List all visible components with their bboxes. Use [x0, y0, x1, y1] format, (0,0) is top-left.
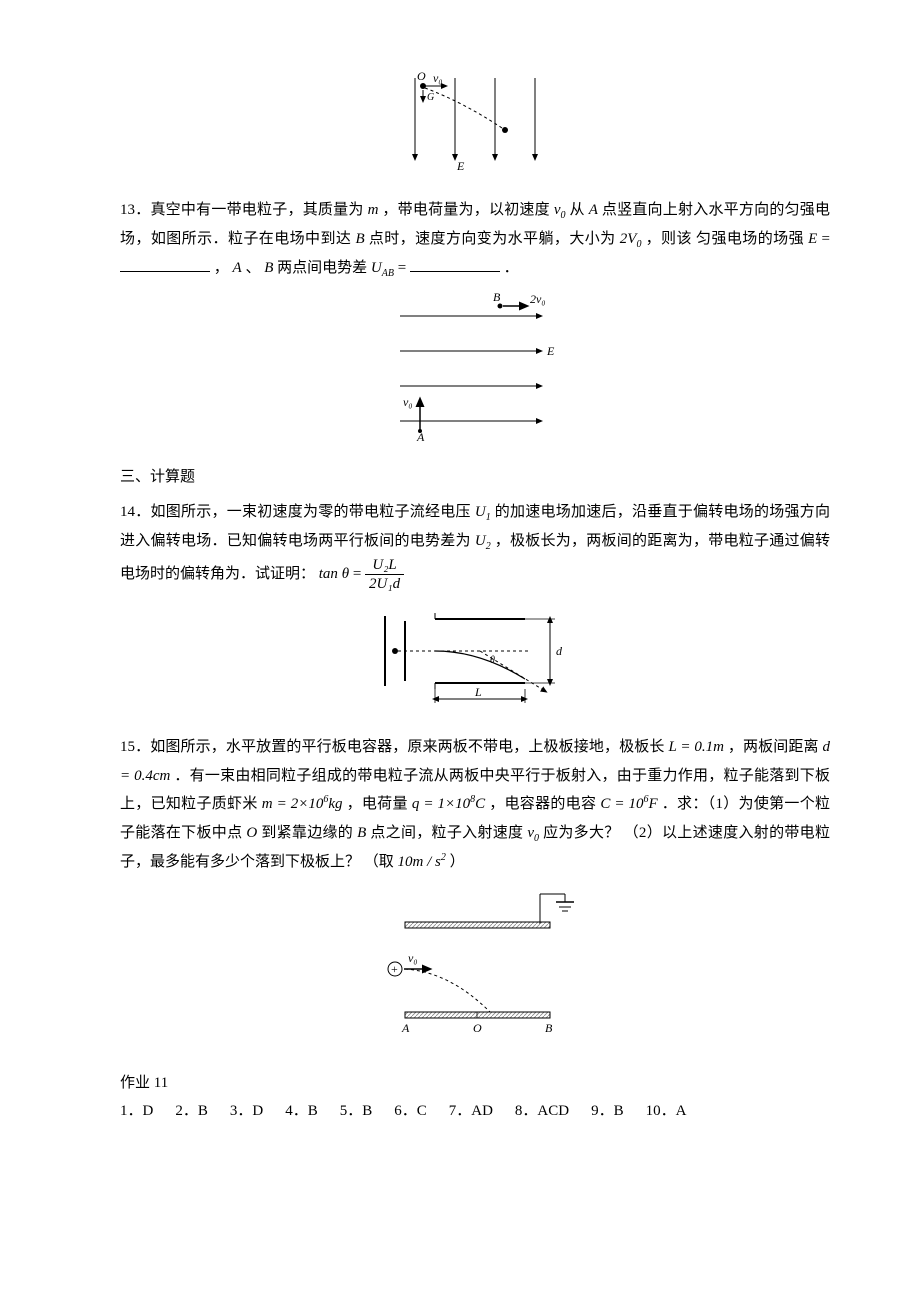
- q13-B2: B: [264, 260, 273, 276]
- q15-segbetween: 点之间，粒子入射速度: [370, 825, 523, 841]
- q14-U2: U2: [475, 533, 491, 549]
- fig12-G: G: [427, 92, 434, 103]
- q13-s5: ，则该 匀强电场的场强: [646, 231, 809, 247]
- fig14-L: L: [474, 685, 482, 699]
- q13-2V0: 2V0: [620, 231, 642, 247]
- q13-s8: 两点间电势差: [277, 260, 367, 276]
- answer-item: 10．A: [646, 1103, 687, 1119]
- q13-A1: A: [589, 202, 598, 218]
- answer-item: 7．AD: [449, 1103, 493, 1119]
- fig15-O: O: [473, 1021, 482, 1035]
- q15-Lexpr: L = 0.1m: [668, 739, 724, 755]
- fig12-O: O: [417, 69, 426, 83]
- q15-v0: v0: [527, 825, 539, 841]
- section-3-title: 三、计算题: [120, 463, 830, 492]
- figure-q13: B 2v₀ E v₀ A: [120, 291, 830, 452]
- q13-E: E: [808, 231, 817, 247]
- q15-mexpr: m = 2×106kg: [262, 796, 343, 812]
- q13-s1: ，带电荷量为，以初速度: [382, 202, 549, 218]
- q14-prefix: 14．如图所示，一束初速度为零的带电粒子流经电压: [120, 504, 471, 520]
- fig13-v0: v₀: [403, 395, 413, 409]
- q13-blank2: [410, 256, 500, 272]
- q13-eq2: =: [398, 260, 410, 276]
- fig14-d: d: [556, 644, 563, 658]
- q13-prefix: 13．真空中有一带电粒子，其质量为: [120, 202, 364, 218]
- figure-q15: + v₀ A O B: [120, 884, 830, 1055]
- q13-UAB: UAB: [371, 260, 394, 276]
- fig12-v0: v₀: [433, 71, 443, 85]
- fig13-B: B: [493, 291, 501, 304]
- q15-segcap: ，电容器的电容: [489, 796, 596, 812]
- answer-item: 5．B: [340, 1103, 373, 1119]
- q15-text: 15．如图所示，水平放置的平行板电容器，原来两板不带电，上极板接地，极板长 L …: [120, 733, 830, 876]
- q14-tan: tan: [319, 565, 338, 581]
- q13-m: m: [368, 202, 379, 218]
- fig15-B: B: [545, 1021, 553, 1035]
- fig13-E: E: [546, 344, 555, 358]
- answer-item: 6．C: [394, 1103, 427, 1119]
- answer-item: 8．ACD: [515, 1103, 569, 1119]
- q13-B1: B: [356, 231, 365, 247]
- answers-row: 1．D 2．B 3．D 4．B 5．B 6．C 7．AD 8．ACD 9．B 10．A: [120, 1097, 830, 1126]
- q13-A2: A: [233, 260, 242, 276]
- figure-q14: θ d L: [120, 601, 830, 722]
- fig13-A: A: [416, 430, 425, 441]
- fig12-E: E: [456, 159, 465, 173]
- q14-eq: =: [353, 565, 365, 581]
- q13-s7: 、: [245, 260, 264, 276]
- q14-text: 14．如图所示，一束初速度为零的带电粒子流经电压 U1 的加速电场加速后，沿垂直…: [120, 498, 830, 593]
- answer-item: 3．D: [230, 1103, 263, 1119]
- q13-s2: 从: [570, 202, 589, 218]
- q15-O: O: [246, 825, 257, 841]
- answer-item: 4．B: [285, 1103, 318, 1119]
- answers-block: 作业 11 1．D 2．B 3．D 4．B 5．B 6．C 7．AD 8．ACD 9．B 10．A: [120, 1069, 830, 1126]
- fig14-theta: θ: [490, 655, 495, 666]
- fig15-A: A: [401, 1021, 410, 1035]
- q15-l1post: ，两板间距离: [728, 739, 819, 755]
- q15-Cexpr: C = 106F: [600, 796, 657, 812]
- q13-v0: v0: [554, 202, 566, 218]
- fig14-svg: θ d L: [370, 601, 580, 711]
- answer-item: 2．B: [175, 1103, 208, 1119]
- q15-g: 10m / s2: [398, 854, 446, 870]
- q15-qexpr: q = 1×108C: [412, 796, 485, 812]
- q14-U1: U1: [475, 504, 491, 520]
- q14-fraction: U₂L 2U₁d: [365, 556, 404, 593]
- q14-den: 2U₁d: [365, 575, 404, 593]
- answers-title: 作业 11: [120, 1069, 830, 1098]
- q15-segtoB: 到紧靠边缘的: [261, 825, 353, 841]
- q15-segq: ，电荷量: [347, 796, 408, 812]
- fig13-2v0: 2v₀: [530, 292, 546, 306]
- q13-s6: ，: [214, 260, 233, 276]
- q13-eq1: =: [822, 231, 830, 247]
- fig15-plus: +: [391, 962, 398, 976]
- figure-q12: O v₀ G E: [120, 68, 830, 184]
- q13-period: ．: [504, 260, 519, 276]
- fig15-svg: + v₀ A O B: [360, 884, 590, 1044]
- q13-text: 13．真空中有一带电粒子，其质量为 m ，带电荷量为，以初速度 v0 从 A 点…: [120, 196, 830, 283]
- q15-close: ）: [450, 854, 465, 870]
- q15-B: B: [357, 825, 366, 841]
- q14-num: U₂L: [365, 556, 404, 575]
- fig13-svg: B 2v₀ E v₀ A: [375, 291, 575, 441]
- fig15-v0: v₀: [408, 951, 418, 965]
- answer-item: 9．B: [591, 1103, 624, 1119]
- answer-item: 1．D: [120, 1103, 153, 1119]
- q13-blank1: [120, 256, 210, 272]
- q14-theta: θ: [342, 565, 349, 581]
- q15-l1pre: 15．如图所示，水平放置的平行板电容器，原来两板不带电，上极板接地，极板长: [120, 739, 665, 755]
- fig12-svg: O v₀ G E: [395, 68, 555, 173]
- q13-s4: 点时，速度方向变为水平躺，大小为: [369, 231, 616, 247]
